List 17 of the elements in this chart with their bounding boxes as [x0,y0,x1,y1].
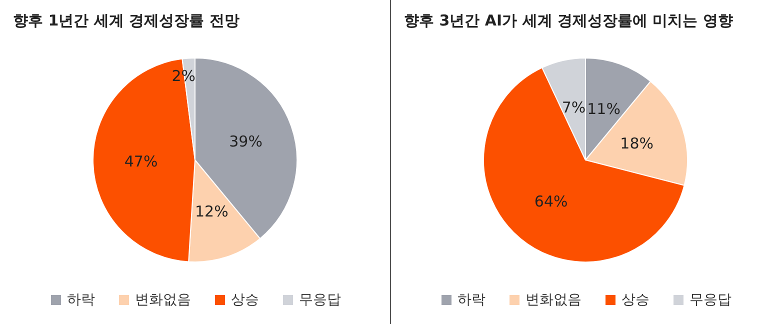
chart-title: 향후 3년간 AI가 세계 경제성장률에 미치는 영향 [404,12,733,30]
data-label: 18% [620,134,654,152]
legend-label: 무응답 [690,292,732,308]
legend-label: 무응답 [299,292,341,308]
legend-label: 하락 [458,292,486,308]
legend-label: 변화없음 [135,292,191,308]
data-label: 12% [195,202,228,220]
legend-label: 변화없음 [526,292,582,308]
chart-title: 향후 1년간 세계 경제성장률 전망 [13,12,240,30]
data-label: 39% [229,132,262,151]
data-label: 11% [587,100,620,118]
legend-label: 하락 [67,292,95,308]
legend-label: 상승 [231,292,259,308]
data-label: 47% [124,152,158,171]
data-label: 7% [562,98,586,116]
data-label: 64% [534,192,568,211]
legend-label: 상승 [622,292,650,308]
